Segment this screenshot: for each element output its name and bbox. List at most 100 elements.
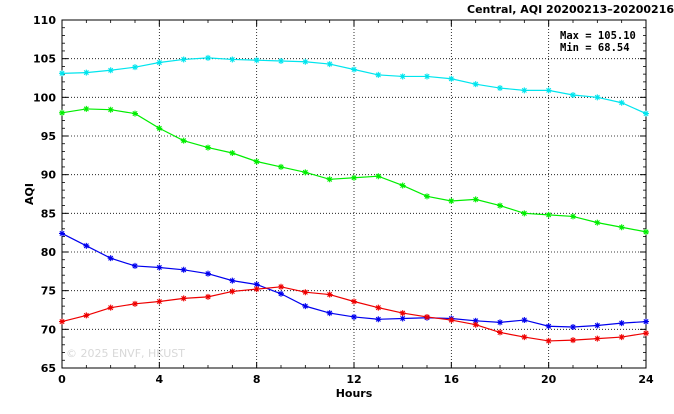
data-point: [229, 150, 236, 157]
data-point: [83, 69, 90, 76]
y-tick-label: 80: [41, 246, 57, 259]
x-tick-label: 20: [541, 373, 557, 386]
data-point: [132, 110, 138, 117]
y-tick-label: 105: [33, 53, 56, 66]
data-point: [570, 337, 576, 344]
data-point: [83, 242, 90, 249]
data-point: [594, 335, 601, 342]
x-axis-label: Hours: [336, 387, 373, 400]
data-point: [351, 298, 357, 305]
data-point: [326, 61, 333, 68]
data-point: [399, 182, 406, 189]
data-point: [375, 316, 382, 323]
series-layer: [59, 54, 649, 344]
data-point: [521, 210, 528, 217]
data-point: [302, 303, 309, 310]
data-point: [594, 322, 601, 329]
data-point: [132, 262, 138, 269]
data-point: [253, 57, 260, 64]
y-tick-label: 95: [41, 130, 56, 143]
data-point: [472, 196, 479, 203]
data-point: [229, 56, 236, 63]
x-tick-label: 12: [346, 373, 361, 386]
data-point: [594, 94, 601, 101]
data-point: [472, 317, 479, 324]
data-point: [326, 176, 333, 183]
data-point: [375, 304, 382, 311]
data-point: [180, 137, 187, 144]
watermark: © 2025 ENVF, HKUST: [66, 347, 185, 360]
data-point: [205, 144, 211, 151]
data-point: [180, 295, 187, 302]
data-point: [424, 73, 430, 80]
data-point: [107, 255, 114, 262]
data-point: [278, 163, 284, 170]
data-point: [497, 329, 503, 336]
data-point: [570, 92, 576, 99]
data-point: [570, 324, 576, 331]
data-point: [326, 310, 333, 317]
data-point: [253, 281, 260, 288]
series-line-2: [61, 232, 647, 328]
data-point: [643, 318, 649, 325]
data-point: [59, 70, 65, 77]
data-point: [156, 59, 163, 66]
data-point: [375, 71, 382, 78]
axes: 0 4 8 12 16 20 24 65 70 75 80 85 90 95 100 105 110: [33, 14, 654, 386]
y-tick-label: 90: [41, 169, 57, 182]
data-point: [399, 315, 406, 322]
data-point: [278, 283, 284, 290]
data-point: [351, 313, 357, 320]
data-point: [253, 286, 260, 293]
data-point: [521, 317, 528, 324]
y-axis-label: AQI: [23, 183, 36, 205]
data-point: [424, 193, 430, 200]
y-tick-label: 85: [41, 207, 56, 220]
data-point: [545, 87, 552, 94]
data-point: [448, 75, 455, 82]
data-point: [229, 288, 236, 295]
data-point: [448, 197, 455, 204]
max-annotation: Max = 105.10: [560, 30, 636, 42]
y-tick-label: 75: [41, 285, 56, 298]
data-point: [302, 169, 309, 176]
data-point: [156, 264, 163, 271]
data-point: [448, 317, 455, 324]
data-point: [59, 318, 65, 325]
x-tick-label: 16: [444, 373, 460, 386]
data-point: [180, 266, 187, 273]
y-tick-label: 100: [33, 91, 56, 104]
data-point: [545, 337, 552, 344]
data-point: [59, 109, 65, 116]
x-tick-label: 0: [58, 373, 66, 386]
data-point: [618, 320, 625, 327]
data-point: [618, 224, 625, 231]
min-annotation: Min = 68.54: [560, 42, 630, 54]
data-point: [180, 56, 187, 63]
data-point: [302, 289, 309, 296]
data-point: [594, 219, 601, 226]
data-point: [278, 57, 284, 64]
data-point: [132, 64, 138, 71]
y-tick-label: 65: [41, 362, 56, 375]
data-point: [399, 310, 406, 317]
chart-title: Central, AQI 20200213–20200216: [467, 3, 674, 16]
data-point: [351, 66, 357, 73]
data-point: [570, 213, 576, 220]
data-point: [205, 293, 211, 300]
data-point: [229, 277, 236, 284]
data-point: [351, 174, 357, 181]
data-point: [643, 228, 649, 235]
data-point: [472, 81, 479, 88]
data-point: [497, 202, 503, 209]
data-point: [156, 298, 163, 305]
data-point: [472, 321, 479, 328]
data-point: [545, 323, 552, 330]
data-point: [424, 313, 430, 320]
y-tick-label: 110: [33, 14, 56, 27]
data-point: [545, 211, 552, 218]
data-point: [521, 334, 528, 341]
data-point: [643, 110, 649, 117]
